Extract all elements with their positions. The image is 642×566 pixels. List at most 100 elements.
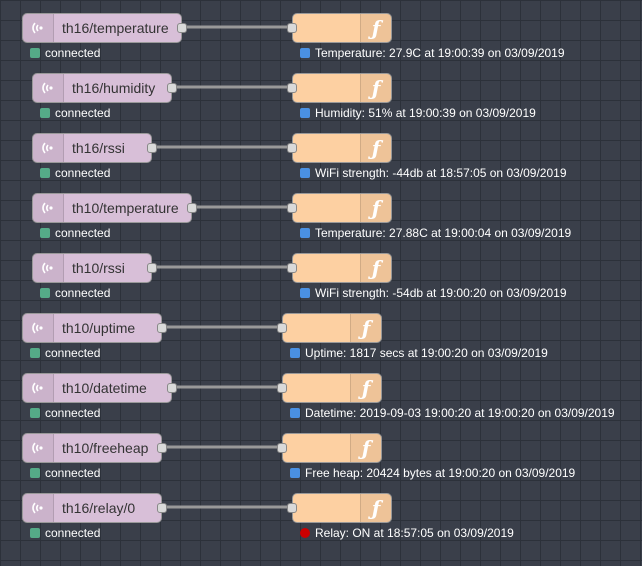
mqtt-status-text: connected xyxy=(45,466,101,480)
mqtt-in-node[interactable]: th16/humidity xyxy=(32,73,177,103)
function-icon: ƒ xyxy=(360,194,391,222)
status-dot-icon xyxy=(40,168,50,178)
output-port[interactable] xyxy=(147,263,157,273)
status-dot-icon xyxy=(290,468,300,478)
function-status: WiFi strength: -54db at 19:00:20 on 03/0… xyxy=(300,286,567,300)
mqtt-status: connected xyxy=(30,526,100,540)
status-dot-icon xyxy=(300,288,310,298)
mqtt-status: connected xyxy=(30,46,100,60)
mqtt-topic-label: th16/temperature xyxy=(62,20,169,36)
function-status: Datetime: 2019-09-03 19:00:20 at 19:00:2… xyxy=(290,406,615,420)
output-port[interactable] xyxy=(157,443,167,453)
function-icon: ƒ xyxy=(360,74,391,102)
input-port[interactable] xyxy=(287,203,297,213)
function-status-text: Uptime: 1817 secs at 19:00:20 on 03/09/2… xyxy=(305,346,548,360)
function-node[interactable]: ƒ xyxy=(287,133,392,163)
mqtt-status: connected xyxy=(30,406,100,420)
output-port[interactable] xyxy=(167,383,177,393)
function-status: Free heap: 20424 bytes at 19:00:20 on 03… xyxy=(290,466,575,480)
output-port[interactable] xyxy=(147,143,157,153)
function-icon: ƒ xyxy=(360,494,391,522)
function-node[interactable]: ƒ xyxy=(287,493,392,523)
output-port[interactable] xyxy=(157,503,167,513)
input-port[interactable] xyxy=(287,143,297,153)
function-status: Humidity: 51% at 19:00:39 on 03/09/2019 xyxy=(300,106,536,120)
mqtt-topic-label: th10/temperature xyxy=(72,200,179,216)
status-dot-icon xyxy=(290,408,300,418)
input-port[interactable] xyxy=(277,443,287,453)
input-port[interactable] xyxy=(277,323,287,333)
mqtt-status-text: connected xyxy=(55,226,111,240)
function-icon: ƒ xyxy=(350,434,381,462)
mqtt-in-node[interactable]: th10/uptime xyxy=(22,313,167,343)
status-dot-icon xyxy=(40,228,50,238)
mqtt-status-text: connected xyxy=(55,106,111,120)
output-port[interactable] xyxy=(167,83,177,93)
radio-waves-icon xyxy=(33,134,64,162)
status-dot-icon xyxy=(40,108,50,118)
status-dot-icon xyxy=(30,48,40,58)
function-status-text: Relay: ON at 18:57:05 on 03/09/2019 xyxy=(315,526,514,540)
function-icon: ƒ xyxy=(360,254,391,282)
function-status-text: Temperature: 27.88C at 19:00:04 on 03/09… xyxy=(315,226,572,240)
mqtt-topic-label: th16/relay/0 xyxy=(62,500,136,516)
function-node[interactable]: ƒ xyxy=(287,193,392,223)
mqtt-in-node[interactable]: th16/temperature xyxy=(22,13,187,43)
mqtt-status: connected xyxy=(40,226,110,240)
mqtt-status-text: connected xyxy=(55,166,111,180)
function-node[interactable]: ƒ xyxy=(277,373,382,403)
function-node[interactable]: ƒ xyxy=(277,433,382,463)
mqtt-in-node[interactable]: th16/relay/0 xyxy=(22,493,167,523)
function-status-text: Temperature: 27.9C at 19:00:39 on 03/09/… xyxy=(315,46,565,60)
mqtt-status-text: connected xyxy=(55,286,111,300)
mqtt-status-text: connected xyxy=(45,346,101,360)
status-dot-icon xyxy=(30,528,40,538)
radio-waves-icon xyxy=(33,194,64,222)
function-node[interactable]: ƒ xyxy=(287,253,392,283)
function-node[interactable]: ƒ xyxy=(287,73,392,103)
mqtt-status-text: connected xyxy=(45,406,101,420)
function-status: Uptime: 1817 secs at 19:00:20 on 03/09/2… xyxy=(290,346,548,360)
mqtt-status: connected xyxy=(40,286,110,300)
status-dot-icon xyxy=(30,468,40,478)
status-dot-icon xyxy=(300,528,310,538)
input-port[interactable] xyxy=(287,503,297,513)
mqtt-status: connected xyxy=(40,106,110,120)
mqtt-topic-label: th10/rssi xyxy=(72,260,125,276)
mqtt-in-node[interactable]: th10/rssi xyxy=(32,253,157,283)
function-node[interactable]: ƒ xyxy=(287,13,392,43)
mqtt-in-node[interactable]: th10/datetime xyxy=(22,373,177,403)
status-dot-icon xyxy=(300,228,310,238)
function-status-text: Humidity: 51% at 19:00:39 on 03/09/2019 xyxy=(315,106,536,120)
input-port[interactable] xyxy=(287,83,297,93)
radio-waves-icon xyxy=(23,494,54,522)
mqtt-topic-label: th16/rssi xyxy=(72,140,125,156)
mqtt-in-node[interactable]: th10/freeheap xyxy=(22,433,167,463)
function-status-text: WiFi strength: -44db at 18:57:05 on 03/0… xyxy=(315,166,567,180)
mqtt-topic-label: th10/freeheap xyxy=(62,440,149,456)
status-dot-icon xyxy=(300,48,310,58)
function-icon: ƒ xyxy=(350,374,381,402)
input-port[interactable] xyxy=(287,23,297,33)
radio-waves-icon xyxy=(33,254,64,282)
status-dot-icon xyxy=(300,108,310,118)
function-icon: ƒ xyxy=(360,134,391,162)
mqtt-in-node[interactable]: th16/rssi xyxy=(32,133,157,163)
status-dot-icon xyxy=(30,408,40,418)
mqtt-topic-label: th10/datetime xyxy=(62,380,147,396)
function-status-text: WiFi strength: -54db at 19:00:20 on 03/0… xyxy=(315,286,567,300)
input-port[interactable] xyxy=(277,383,287,393)
function-status-text: Datetime: 2019-09-03 19:00:20 at 19:00:2… xyxy=(305,406,615,420)
radio-waves-icon xyxy=(33,74,64,102)
mqtt-in-node[interactable]: th10/temperature xyxy=(32,193,197,223)
function-node[interactable]: ƒ xyxy=(277,313,382,343)
mqtt-status-text: connected xyxy=(45,526,101,540)
input-port[interactable] xyxy=(287,263,297,273)
output-port[interactable] xyxy=(157,323,167,333)
output-port[interactable] xyxy=(187,203,197,213)
mqtt-topic-label: th16/humidity xyxy=(72,80,156,96)
output-port[interactable] xyxy=(177,23,187,33)
mqtt-status: connected xyxy=(30,466,100,480)
